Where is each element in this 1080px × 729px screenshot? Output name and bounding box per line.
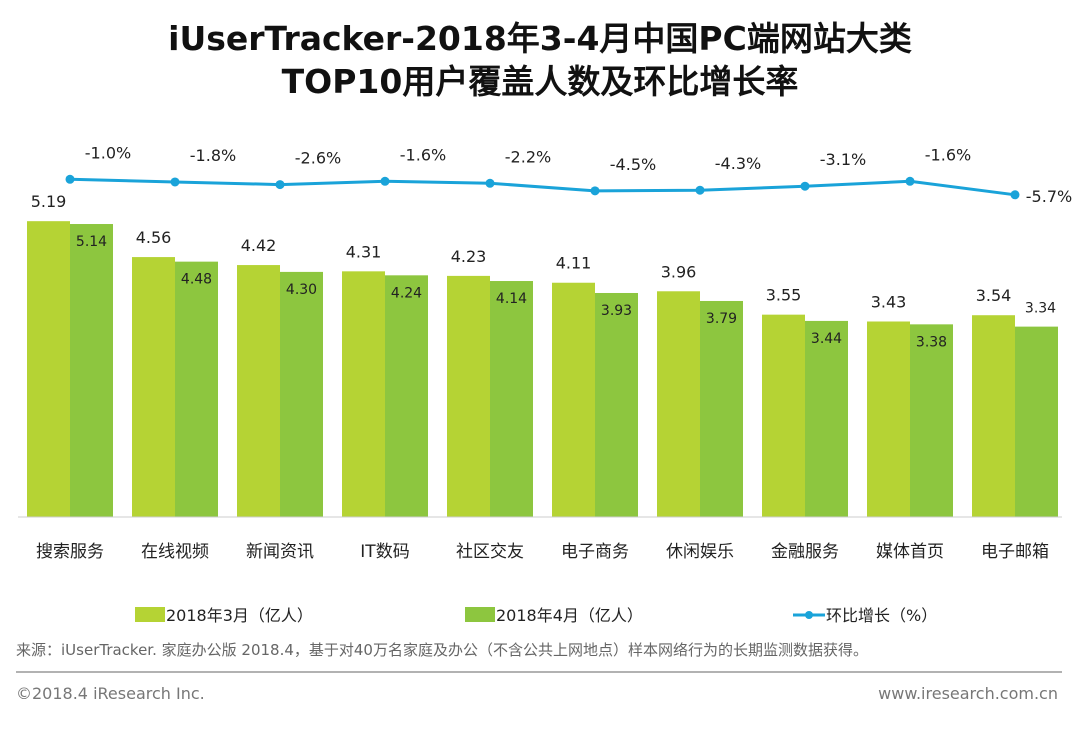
growth-label: -1.0% — [85, 143, 131, 162]
bar-april — [175, 261, 218, 517]
growth-label: -4.3% — [715, 154, 761, 173]
label-march: 4.23 — [451, 247, 487, 266]
growth-point — [800, 181, 810, 191]
growth-label: -3.1% — [820, 150, 866, 169]
bar-april — [910, 324, 953, 517]
legend-line-marker — [805, 611, 813, 619]
label-march: 4.31 — [346, 242, 382, 261]
growth-point — [275, 180, 285, 190]
bar-april — [280, 271, 323, 517]
label-april: 3.38 — [916, 334, 947, 350]
growth-label: -4.5% — [610, 155, 656, 174]
bar-march — [762, 314, 805, 517]
growth-line — [69, 177, 1016, 197]
growth-point — [65, 174, 75, 184]
growth-label: -1.6% — [925, 145, 971, 164]
label-march: 5.19 — [31, 192, 67, 211]
legend-swatch-march — [135, 607, 165, 622]
bar-march — [657, 291, 700, 517]
label-march: 4.11 — [556, 254, 592, 273]
legend-april: 2018年4月（亿人） — [496, 606, 643, 625]
label-april: 3.93 — [601, 303, 632, 319]
label-march: 3.54 — [976, 286, 1012, 305]
legend-growth: 环比增长（%） — [826, 606, 937, 625]
legend-swatch-april — [465, 607, 495, 622]
source-note: 来源：iUserTracker. 家庭办公版 2018.4，基于对40万名家庭及… — [16, 641, 868, 659]
bar-march — [342, 271, 385, 517]
category-label: 金融服务 — [771, 542, 839, 562]
growth-point — [905, 176, 915, 186]
category-label: 社区交友 — [456, 542, 524, 562]
label-april: 4.24 — [391, 285, 422, 301]
legend: 2018年3月（亿人） 2018年4月（亿人） 环比增长（%） — [135, 606, 937, 625]
growth-point — [695, 185, 705, 195]
category-label: 媒体首页 — [876, 542, 944, 562]
bar-march — [972, 315, 1015, 517]
label-march: 4.56 — [136, 228, 172, 247]
legend-march: 2018年3月（亿人） — [166, 606, 313, 625]
label-april: 3.44 — [811, 331, 842, 347]
bar-april — [805, 320, 848, 517]
chart-title-line2: TOP10用户覆盖人数及环比增长率 — [282, 62, 799, 101]
bar-april — [700, 300, 743, 517]
label-march: 4.42 — [241, 236, 277, 255]
category-label: 电子商务 — [561, 542, 629, 562]
growth-point — [485, 178, 495, 188]
chart-title-line1: iUserTracker-2018年3-4月中国PC端网站大类 — [168, 19, 912, 58]
bar-april — [385, 275, 428, 517]
category-label: 新闻资讯 — [246, 542, 314, 562]
category-label: 搜索服务 — [36, 542, 104, 562]
label-april: 4.48 — [181, 272, 212, 288]
growth-label: -2.2% — [505, 147, 551, 166]
growth-point — [1010, 190, 1020, 200]
category-label: 休闲娱乐 — [666, 542, 734, 562]
label-april: 3.34 — [1025, 301, 1056, 317]
label-april: 5.14 — [76, 234, 107, 250]
bar-march — [132, 257, 175, 517]
bar-april — [70, 224, 113, 517]
growth-label: -1.8% — [190, 146, 236, 165]
website: www.iresearch.com.cn — [878, 684, 1058, 703]
growth-point — [380, 176, 390, 186]
growth-label: -5.7% — [1026, 187, 1072, 206]
bar-march — [237, 265, 280, 517]
label-march: 3.55 — [766, 286, 802, 305]
growth-point — [170, 177, 180, 187]
category-label: IT数码 — [360, 542, 409, 562]
bar-april — [595, 292, 638, 517]
bar-march — [867, 321, 910, 517]
bar-april — [490, 281, 533, 517]
growth-label: -2.6% — [295, 149, 341, 168]
label-march: 3.43 — [871, 292, 907, 311]
bar-march — [552, 282, 595, 517]
bar-march — [447, 275, 490, 517]
bar-april — [1015, 326, 1058, 517]
category-label: 电子邮箱 — [981, 542, 1049, 562]
label-march: 3.96 — [661, 262, 697, 281]
label-april: 3.79 — [706, 311, 737, 327]
growth-point — [590, 186, 600, 196]
label-april: 4.30 — [286, 282, 317, 298]
category-label: 在线视频 — [141, 542, 209, 562]
copyright: ©2018.4 iResearch Inc. — [16, 684, 205, 703]
growth-label: -1.6% — [400, 145, 446, 164]
label-april: 4.14 — [496, 291, 527, 307]
bar-march — [27, 221, 70, 518]
